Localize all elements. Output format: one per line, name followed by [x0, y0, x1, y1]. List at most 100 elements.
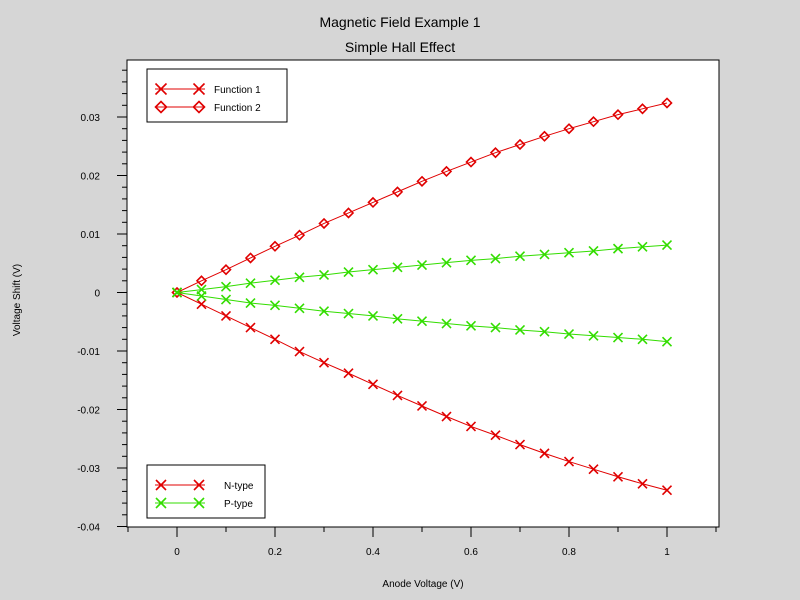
data-point [539, 448, 550, 459]
data-point [193, 497, 205, 509]
chart-subtitle: Simple Hall Effect [345, 39, 455, 55]
data-point [563, 328, 575, 340]
data-point [391, 186, 404, 198]
legend-bottom-left: N-type P-type [146, 464, 266, 519]
data-point [269, 240, 281, 252]
data-point [563, 247, 575, 258]
data-point [367, 379, 379, 390]
series-line [176, 102, 668, 293]
data-point [612, 109, 624, 121]
data-point [392, 390, 403, 401]
data-point [220, 294, 232, 305]
data-point [245, 278, 256, 289]
y-tick-label: 0.01 [81, 230, 101, 241]
data-point [465, 156, 477, 168]
data-point [514, 324, 526, 336]
data-point [318, 269, 330, 281]
data-point [661, 240, 673, 251]
data-point [155, 497, 167, 509]
data-point [465, 421, 477, 432]
data-point [490, 430, 501, 441]
data-point [392, 262, 403, 273]
data-point [269, 334, 281, 345]
chart-title: Magnetic Field Example 1 [319, 14, 480, 30]
x-axis-label: Anode Voltage (V) [382, 579, 463, 590]
data-point [563, 123, 575, 135]
x-tick-label: 0.2 [268, 547, 282, 558]
data-point [441, 318, 452, 329]
data-point [196, 290, 207, 302]
data-point [220, 264, 232, 276]
data-point [612, 471, 624, 482]
data-point [661, 336, 673, 347]
data-point [441, 257, 452, 268]
data-point [661, 97, 673, 109]
data-point [245, 322, 256, 333]
data-point [367, 310, 379, 321]
data-point [293, 229, 306, 241]
x-tick-label: 1 [664, 547, 670, 558]
series-2 [171, 97, 673, 299]
data-point [416, 259, 428, 271]
data-point [416, 175, 428, 187]
x-tick-label: 0.8 [562, 547, 576, 558]
data-point [490, 322, 501, 333]
data-point [416, 400, 428, 412]
data-point [367, 264, 379, 275]
data-point [343, 266, 354, 278]
data-point [441, 411, 452, 422]
y-tick-label: -0.04 [77, 523, 100, 534]
data-point [612, 243, 624, 254]
data-point [539, 326, 550, 337]
x-tick-label: 0.4 [366, 547, 380, 558]
data-point [490, 253, 501, 264]
legend-entry: P-type [155, 497, 253, 510]
y-tick-label: 0.03 [81, 113, 101, 124]
data-point [195, 275, 208, 287]
data-point [245, 297, 256, 309]
data-point [514, 251, 526, 262]
data-point [220, 281, 232, 292]
legend-layer: Function 1 Function 2 N-type P-type [146, 68, 288, 519]
x-tick-label: 0 [174, 547, 180, 558]
data-point [220, 310, 232, 321]
data-point [416, 316, 428, 327]
data-point [588, 245, 599, 257]
legend-box [146, 464, 266, 519]
data-point [192, 82, 206, 96]
data-point [294, 346, 305, 357]
data-point [440, 165, 453, 178]
data-point [294, 303, 305, 314]
legend-entry: N-type [155, 479, 254, 492]
data-point [538, 130, 551, 142]
data-point [636, 103, 649, 115]
series-4 [171, 287, 673, 347]
plot-area [126, 59, 720, 528]
data-point [465, 255, 477, 266]
data-point [171, 286, 183, 299]
data-point [588, 330, 599, 341]
legend-entry: Function 1 [154, 82, 261, 96]
data-point [587, 116, 600, 128]
data-point [269, 300, 281, 311]
data-point [318, 217, 330, 230]
data-point [342, 207, 355, 219]
data-point [563, 456, 575, 467]
data-point [269, 275, 281, 286]
legend-label: P-type [224, 499, 253, 510]
y-tick-label: -0.01 [77, 347, 100, 358]
data-point [343, 308, 354, 319]
data-point [318, 357, 330, 368]
data-point [661, 485, 673, 496]
data-point [612, 332, 624, 343]
data-point [154, 100, 168, 114]
y-tick-label: -0.02 [77, 406, 100, 417]
data-point [318, 306, 330, 317]
data-point [465, 320, 477, 331]
data-point [392, 313, 403, 324]
data-point [637, 334, 648, 345]
data-point [588, 464, 599, 475]
legend-entry: Function 2 [154, 100, 261, 114]
data-point [154, 82, 168, 96]
